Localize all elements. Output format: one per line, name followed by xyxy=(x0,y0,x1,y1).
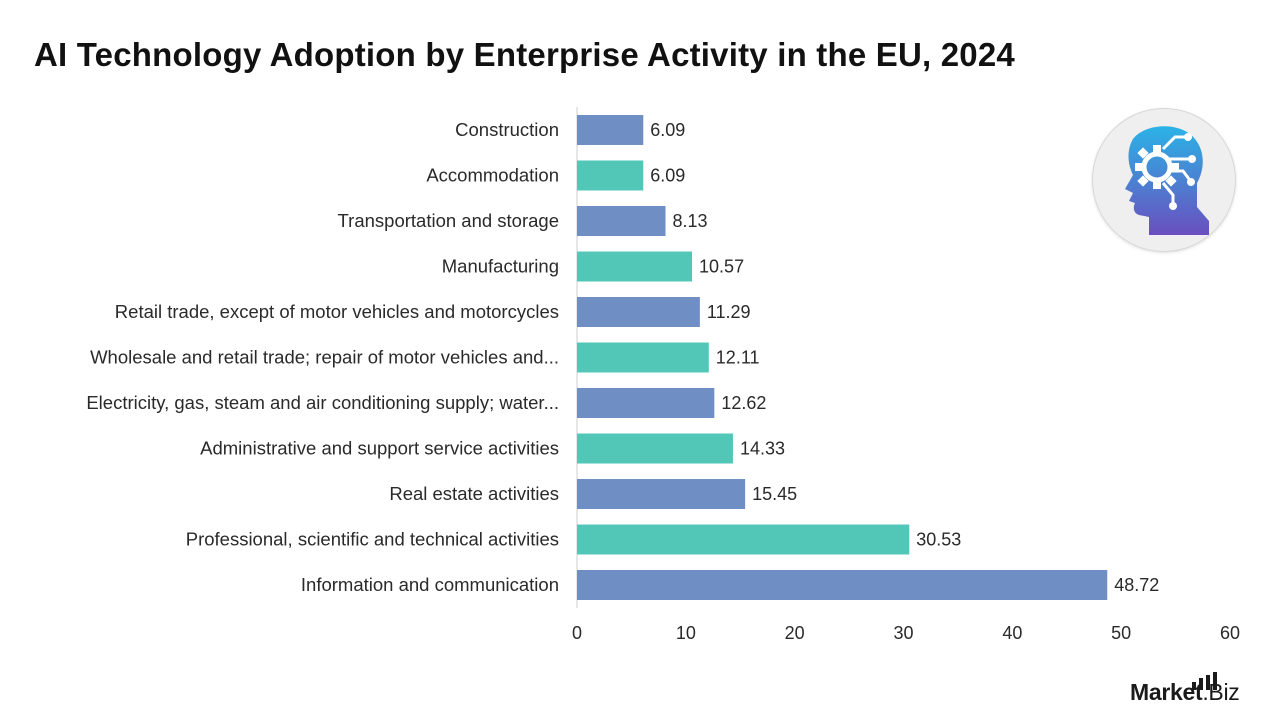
x-tick-label: 20 xyxy=(785,623,805,643)
x-tick-label: 0 xyxy=(572,623,582,643)
x-tick-label: 50 xyxy=(1111,623,1131,643)
bar xyxy=(577,115,644,145)
value-label: 6.09 xyxy=(650,166,685,186)
category-label: Professional, scientific and technical a… xyxy=(186,529,559,550)
signal-bars-icon xyxy=(1192,672,1217,690)
x-tick-label: 30 xyxy=(893,623,913,643)
brand-name-rest: .Biz xyxy=(1202,679,1240,705)
category-label: Accommodation xyxy=(426,165,559,186)
value-label: 10.57 xyxy=(699,257,744,277)
value-label: 48.72 xyxy=(1114,575,1159,595)
category-label: Retail trade, except of motor vehicles a… xyxy=(115,301,559,322)
value-label: 15.45 xyxy=(752,484,797,504)
value-label: 8.13 xyxy=(672,211,707,231)
brand-logo: Market.Biz xyxy=(1130,672,1260,708)
x-tick-label: 10 xyxy=(676,623,696,643)
bar xyxy=(577,160,644,191)
category-label: Wholesale and retail trade; repair of mo… xyxy=(90,347,559,368)
bar xyxy=(577,524,910,555)
category-label: Transportation and storage xyxy=(338,210,559,231)
category-label: Information and communication xyxy=(301,574,559,595)
value-label: 12.11 xyxy=(716,348,760,368)
value-label: 6.09 xyxy=(650,120,685,140)
ai-head-gear-circuit-icon xyxy=(1125,126,1209,235)
chart-title: AI Technology Adoption by Enterprise Act… xyxy=(34,36,1015,73)
x-tick-label: 40 xyxy=(1002,623,1022,643)
bar xyxy=(577,570,1108,600)
brand-name: Market.Biz xyxy=(1130,679,1240,706)
bar xyxy=(577,433,733,464)
value-label: 11.29 xyxy=(707,302,751,322)
x-tick-label: 60 xyxy=(1220,623,1240,643)
ai-head-logo xyxy=(1092,108,1236,252)
brand-name-bold: Market xyxy=(1130,679,1203,705)
value-label: 14.33 xyxy=(740,439,785,459)
category-label: Real estate activities xyxy=(389,483,559,504)
value-label: 30.53 xyxy=(916,530,961,550)
category-label: Administrative and support service activ… xyxy=(200,438,559,459)
bar xyxy=(577,251,693,282)
bar xyxy=(577,388,715,418)
category-label: Manufacturing xyxy=(442,256,559,277)
bar xyxy=(577,479,746,509)
bar xyxy=(577,297,700,327)
bar xyxy=(577,206,666,236)
category-label: Construction xyxy=(455,119,559,140)
category-label: Electricity, gas, steam and air conditio… xyxy=(86,392,559,413)
bar xyxy=(577,342,709,373)
value-label: 12.62 xyxy=(721,393,766,413)
